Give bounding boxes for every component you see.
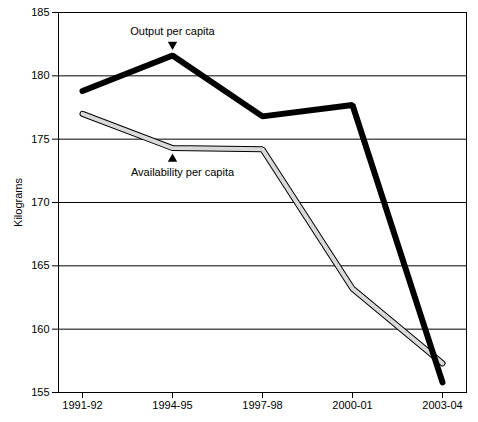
- svg-text:1994-95: 1994-95: [152, 399, 192, 411]
- svg-text:155: 155: [31, 386, 49, 398]
- svg-text:Availability per capita: Availability per capita: [131, 166, 235, 178]
- svg-text:185: 185: [31, 6, 49, 18]
- svg-text:2000-01: 2000-01: [332, 399, 372, 411]
- svg-text:175: 175: [31, 133, 49, 145]
- svg-text:170: 170: [31, 196, 49, 208]
- svg-text:180: 180: [31, 69, 49, 81]
- svg-text:165: 165: [31, 259, 49, 271]
- svg-text:2003-04: 2003-04: [422, 399, 462, 411]
- svg-text:160: 160: [31, 323, 49, 335]
- svg-text:1997-98: 1997-98: [242, 399, 282, 411]
- svg-text:Output per capita: Output per capita: [130, 25, 215, 37]
- svg-text:1991-92: 1991-92: [62, 399, 102, 411]
- svg-text:Kilograms: Kilograms: [12, 178, 24, 227]
